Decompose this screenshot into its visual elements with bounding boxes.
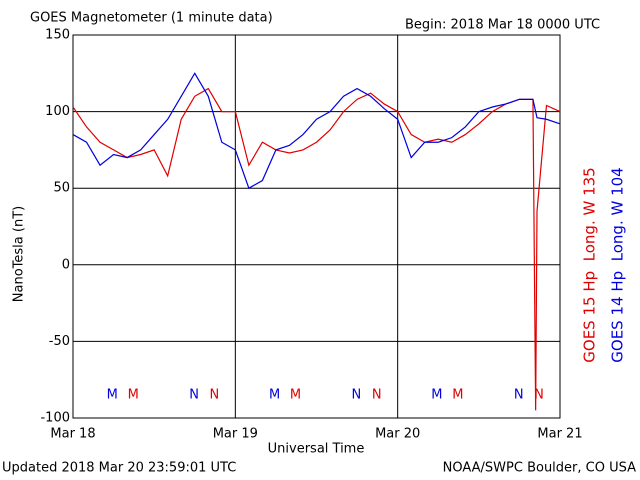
y-tick-label: 0 [62, 257, 70, 272]
series-line [72, 72, 561, 190]
y-tick-label: -100 [40, 411, 70, 426]
chart-title: GOES Magnetometer (1 minute data) [30, 11, 273, 26]
series-line [72, 87, 561, 411]
x-tick-label: Mar 20 [375, 427, 420, 442]
marker-label: N [514, 388, 524, 403]
marker-label: N [189, 388, 199, 403]
x-tick-label: Mar 21 [537, 427, 582, 442]
y-axis-label: NanoTesla (nT) [12, 206, 27, 302]
x-axis-label: Universal Time [268, 442, 365, 457]
x-tick-label: Mar 19 [213, 427, 258, 442]
y-tick-label: 150 [45, 28, 70, 43]
x-tick-label: Mar 18 [50, 427, 95, 442]
legend-entry: GOES 15 Hp Long. W 135 [581, 167, 599, 362]
marker-label: M [290, 388, 301, 403]
legend-entry: GOES 14 Hp Long. W 104 [609, 167, 627, 362]
marker-label: M [431, 388, 442, 403]
chart-subtitle: Begin: 2018 Mar 18 0000 UTC [405, 18, 600, 33]
y-tick-label: 50 [53, 181, 70, 196]
marker-label: M [128, 388, 139, 403]
footer: Updated 2018 Mar 20 23:59:01 UTC [2, 461, 236, 476]
marker-label: M [269, 388, 280, 403]
y-tick-label: -50 [49, 334, 70, 349]
marker-label: M [107, 388, 118, 403]
y-tick-label: 100 [45, 104, 70, 119]
marker-label: N [352, 388, 362, 403]
marker-label: N [372, 388, 382, 403]
marker-label: N [209, 388, 219, 403]
marker-label: M [452, 388, 463, 403]
footer: NOAA/SWPC Boulder, CO USA [443, 461, 636, 476]
plot-frame [72, 34, 561, 419]
marker-label: N [534, 388, 544, 403]
